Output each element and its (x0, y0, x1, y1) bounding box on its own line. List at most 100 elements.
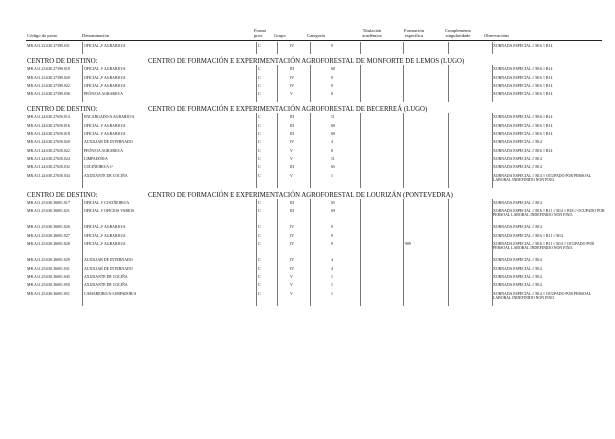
header-categoria: Categoría (307, 33, 325, 38)
table-row: MR.A11.25.630.36001.021 OFICIAL 1ª OFICI… (0, 206, 615, 224)
column-divider (310, 231, 311, 240)
column-divider (82, 130, 83, 139)
cell-denominacion: AXUDANTE DE COCIÑA (84, 275, 128, 280)
cell-grupo: V (290, 156, 293, 161)
column-divider (492, 65, 493, 74)
column-divider (360, 163, 361, 172)
cell-forma: C (258, 173, 261, 178)
column-divider (310, 171, 311, 184)
column-divider (403, 121, 404, 131)
column-divider (448, 264, 449, 274)
column-divider (256, 273, 257, 282)
cell-forma: C (258, 233, 261, 238)
column-divider (256, 163, 257, 172)
cell-forma: C (258, 200, 261, 205)
cell-denominacion: OFICIAL 1ª AGRARIO/A (84, 123, 126, 128)
cell-denominacion: OFICIAL 2ª AGRARIO/A (84, 233, 126, 238)
cell-grupo: III (290, 132, 294, 137)
section-end (0, 301, 615, 306)
cell-forma: C (258, 266, 261, 271)
column-divider (448, 231, 449, 240)
column-divider (277, 171, 278, 184)
cell-observacions: XORNADA ESPECIAL // B16 // B14 (493, 115, 553, 120)
column-divider (310, 154, 311, 164)
cell-grupo: IV (290, 83, 295, 88)
column-divider (310, 50, 311, 55)
column-divider (82, 281, 83, 290)
cell-grupo: IV (290, 44, 295, 48)
column-divider (310, 121, 311, 131)
cell-denominacion: OFICIAL 2ª AGRARIO/A (84, 44, 126, 48)
column-divider (360, 90, 361, 99)
column-divider (82, 90, 83, 99)
column-divider (403, 239, 404, 257)
section-end (0, 183, 615, 188)
column-divider (360, 183, 361, 188)
column-divider (277, 163, 278, 172)
table-row: MR.A11.25.630.36001.031 AUXILIAR DE INTE… (0, 264, 615, 274)
column-divider (403, 65, 404, 74)
cell-codigo: MR.A11.24.630.27650.024 (27, 156, 70, 161)
column-divider (492, 130, 493, 139)
cell-grupo: V (290, 173, 293, 178)
column-divider (448, 65, 449, 74)
column-divider (277, 281, 278, 290)
column-divider (310, 198, 311, 207)
column-divider (277, 223, 278, 232)
column-divider (82, 256, 83, 265)
column-divider (448, 130, 449, 139)
column-divider (310, 163, 311, 172)
column-divider (277, 264, 278, 274)
table-row: MR.A11.25.630.36001.050 AXUDANTE DE COCI… (0, 281, 615, 290)
header-rule (26, 40, 602, 41)
cell-codigo: MR.A11.24.630.27650.022 (27, 148, 70, 153)
table-header: Código do posto Denominación Forma prov.… (0, 22, 615, 40)
section-title: CENTRO DE FORMACIÓN E EXPERIMENTACIÓN AG… (148, 191, 453, 199)
column-divider (492, 264, 493, 274)
cell-observacions: XORNADA ESPECIAL // B14 (493, 156, 542, 161)
cell-grupo: V (290, 92, 293, 97)
cell-grupo: III (290, 208, 294, 213)
table-row: MR.A11.24.630.27650.018 OFICIAL 1ª AGRAR… (0, 130, 615, 139)
cell-grupo: III (290, 200, 294, 205)
column-divider (448, 256, 449, 265)
cell-codigo: MR.A11.24.630.27650.020 (27, 140, 70, 145)
cell-observacions: XORNADA ESPECIAL // B14 // OCUPADO POR P… (493, 173, 592, 182)
column-divider (403, 231, 404, 240)
column-divider (360, 264, 361, 274)
table-row: MR.A11.24.630.27650.016 OFICIAL 1ª AGRAR… (0, 121, 615, 131)
cell-observacions: XORNADA ESPECIAL // B16 // B14 (493, 148, 553, 153)
cell-grupo: IV (290, 233, 295, 238)
table-row: MR.A11.24.630.27650.014 ENCARGADO/A AGRA… (0, 113, 615, 122)
column-divider (360, 138, 361, 147)
cell-observacions: XORNADA ESPECIAL // B14 (493, 275, 542, 280)
column-divider (403, 273, 404, 282)
cell-categoria: 11 (331, 156, 335, 161)
cell-categoria: 4 (331, 140, 333, 145)
cell-observacions: XORNADA ESPECIAL // B14 (493, 200, 542, 205)
column-divider (360, 50, 361, 55)
column-divider (448, 50, 449, 55)
cell-observacions: XORNADA ESPECIAL // B16 // B11 // B14 (493, 233, 563, 238)
header-observacions: Observacións (484, 33, 510, 38)
column-divider (277, 198, 278, 207)
cell-categoria: 9 (331, 75, 333, 80)
column-divider (310, 264, 311, 274)
section-end (0, 98, 615, 103)
table-body: MR.A11.22.630.27390.031 OFICIAL 2ª AGRAR… (0, 42, 615, 306)
column-divider (310, 301, 311, 306)
table-row: MR.A11.24.630.27650.022 PEÓN/OA AGRARIO/… (0, 146, 615, 155)
cell-categoria: 9 (331, 83, 333, 88)
column-divider (277, 206, 278, 224)
cell-grupo: III (290, 165, 294, 170)
cell-denominacion: OFICIAL 2ª AGRARIO/A (84, 75, 126, 80)
cell-codigo: MR.A11.24.630.27650.016 (27, 123, 70, 128)
column-divider (403, 138, 404, 147)
column-divider (492, 138, 493, 147)
column-divider (360, 146, 361, 155)
column-divider (403, 264, 404, 274)
cell-observacions: XORNADA ESPECIAL // B16 // B14 (493, 92, 553, 97)
column-divider (492, 146, 493, 155)
column-divider (360, 273, 361, 282)
cell-codigo: MR.A11.25.630.36001.017 (27, 200, 70, 205)
